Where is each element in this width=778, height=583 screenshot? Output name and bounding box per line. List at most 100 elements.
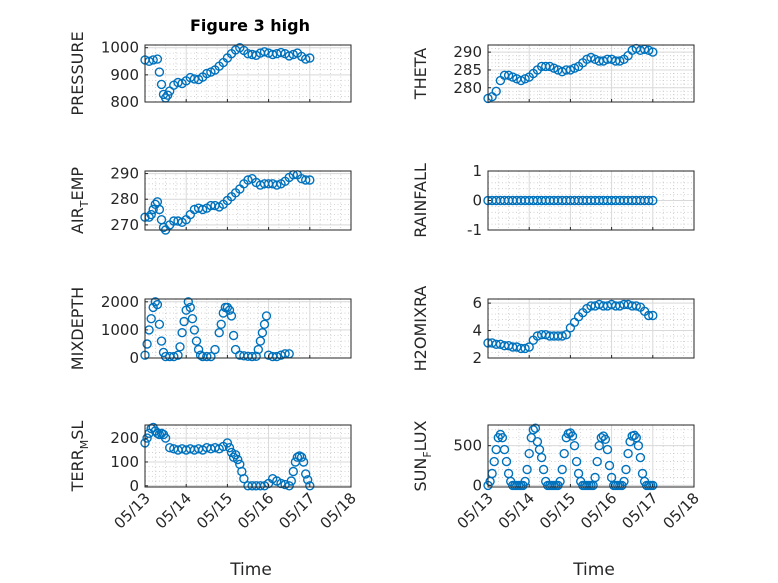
- axes-box: [487, 298, 695, 359]
- data-point: [549, 63, 559, 73]
- axes-box: [487, 44, 695, 103]
- data-point: [648, 310, 658, 321]
- data-point: [538, 464, 549, 475]
- axes-box: [487, 424, 695, 488]
- data-point: [559, 448, 569, 459]
- data-point: [648, 480, 658, 491]
- data-point: [164, 443, 175, 453]
- data-point: [596, 433, 606, 443]
- y-tick-label: 2: [472, 349, 482, 367]
- data-point: [305, 481, 315, 491]
- data-point: [635, 452, 646, 463]
- y-axis-label: TERRMSL: [68, 421, 91, 493]
- y-tick-label: 1: [472, 162, 482, 180]
- subplot-rainfall: -1 0 1 RAINFALL: [411, 162, 695, 239]
- data-point: [191, 336, 202, 346]
- y-axis-label: RAINFALL: [411, 163, 430, 238]
- data-point: [160, 433, 171, 443]
- data-point: [189, 74, 200, 84]
- data-point: [230, 450, 241, 460]
- data-point: [268, 49, 278, 60]
- data-point: [288, 466, 298, 477]
- data-point: [301, 175, 311, 185]
- data-point: [600, 434, 611, 444]
- data-point: [189, 325, 200, 335]
- y-tick-label: 1000: [101, 321, 139, 339]
- data-point: [276, 47, 286, 58]
- data-point: [567, 431, 578, 441]
- y-axis-label: THETA: [411, 48, 430, 100]
- axes-box: [144, 424, 352, 488]
- figure-title: Figure 3 high: [190, 16, 310, 35]
- data-point: [629, 430, 639, 440]
- data-point: [644, 310, 654, 321]
- data-point: [222, 302, 233, 313]
- data-point: [251, 351, 261, 361]
- data-point: [154, 204, 165, 215]
- data-point: [152, 299, 163, 310]
- y-axis-label: AIRTEMP: [68, 167, 91, 234]
- x-axis-label-right: Time: [572, 560, 615, 580]
- y-tick-label: 4: [472, 322, 482, 340]
- data-point: [489, 456, 499, 467]
- y-tick-label: 100: [110, 453, 139, 471]
- data-point: [305, 53, 315, 63]
- data-point: [148, 204, 158, 215]
- data-point: [257, 328, 268, 338]
- data-point: [185, 302, 196, 313]
- data-point: [232, 454, 243, 465]
- y-tick-label: 1000: [101, 39, 139, 57]
- y-axis-label: H2OMIXRA: [411, 286, 430, 372]
- data-point: [216, 319, 226, 329]
- x-axis-label-left: Time: [229, 560, 272, 580]
- data-point: [604, 460, 615, 471]
- data-point: [183, 297, 194, 307]
- data-point: [528, 425, 538, 435]
- data-point: [222, 438, 233, 448]
- y-tick-label: 500: [453, 437, 482, 455]
- data-point: [286, 476, 296, 486]
- data-point: [146, 314, 156, 324]
- y-tick-label: 900: [110, 66, 139, 84]
- y-tick-label: 270: [110, 216, 139, 234]
- y-tick-label: 0: [472, 476, 482, 494]
- data-point: [561, 330, 571, 340]
- data-point: [247, 351, 257, 362]
- data-point: [152, 428, 163, 438]
- subplot-pressure: 800 900 1000 PRESSURE: [68, 31, 352, 116]
- data-point: [623, 448, 633, 459]
- data-point: [520, 343, 530, 354]
- subplot-mixdepth: 0 1000 2000 MIXDEPTH: [68, 287, 352, 370]
- data-point: [243, 175, 253, 185]
- y-tick-label: 800: [110, 93, 139, 111]
- data-point: [261, 311, 272, 321]
- data-point: [557, 331, 567, 341]
- y-tick-label: 0: [129, 349, 139, 367]
- data-point: [520, 476, 530, 487]
- y-axis-label: PRESSURE: [68, 31, 87, 115]
- y-axis-label: SUNFLUX: [411, 420, 434, 491]
- data-point: [179, 316, 189, 327]
- data-point: [555, 476, 565, 487]
- data-point: [557, 464, 567, 475]
- data-point: [197, 204, 208, 215]
- data-point: [631, 301, 641, 311]
- y-tick-label: 290: [453, 43, 482, 61]
- data-point: [185, 72, 196, 83]
- data-point: [305, 175, 315, 185]
- data-point: [491, 86, 501, 97]
- data-point: [303, 475, 313, 485]
- data-point: [592, 456, 602, 467]
- data-point: [224, 443, 235, 453]
- data-point: [150, 297, 161, 307]
- data-point: [214, 328, 224, 338]
- data-point: [228, 330, 239, 341]
- data-point: [524, 448, 534, 459]
- data-point: [520, 74, 530, 84]
- data-point: [206, 351, 216, 362]
- data-point: [644, 195, 654, 206]
- y-axis-label: MIXDEPTH: [68, 287, 87, 370]
- data-point: [272, 180, 282, 190]
